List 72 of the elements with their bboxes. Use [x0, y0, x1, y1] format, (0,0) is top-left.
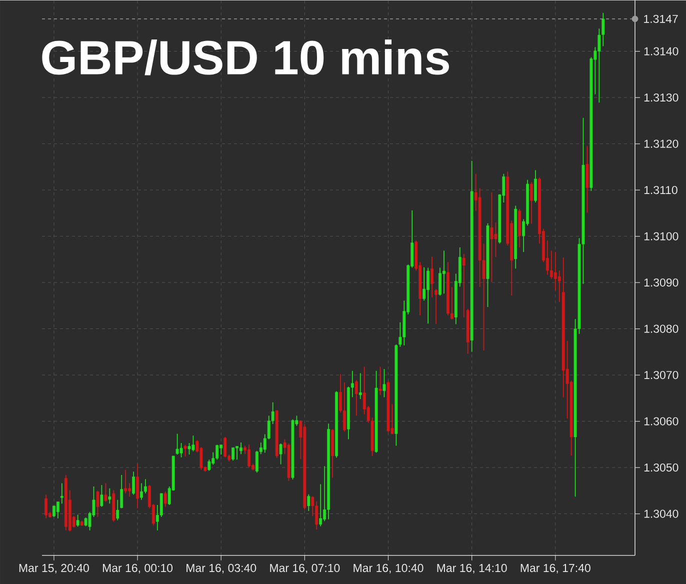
- y-tick-label: 1.3050: [644, 463, 678, 472]
- candlestick: [144, 478, 147, 494]
- candlestick: [232, 446, 234, 461]
- y-tick-label: 1.3040: [644, 510, 678, 518]
- candlestick: [378, 366, 382, 396]
- candlestick: [354, 379, 358, 416]
- candlestick: [279, 442, 282, 465]
- candlestick: [192, 434, 195, 452]
- candlestick: [319, 484, 322, 527]
- candlestick: [358, 372, 362, 400]
- y-tick-label: 1.3130: [644, 93, 678, 102]
- x-tick-label: Mar 15, 20:40: [19, 564, 89, 574]
- candlestick: [554, 251, 557, 291]
- candlestick: [490, 192, 494, 282]
- candlestick: [52, 505, 56, 518]
- candlestick: [96, 490, 100, 518]
- y-tick-label: 1.3110: [644, 186, 678, 194]
- x-tick-label: Mar 16, 10:40: [354, 564, 424, 574]
- candlestick: [550, 250, 553, 280]
- y-tick-label: 1.3120: [644, 140, 678, 148]
- candlestick: [534, 169, 537, 203]
- candlestick: [216, 444, 219, 460]
- candlestick: [382, 368, 386, 398]
- candlestick: [236, 446, 238, 460]
- candlestick: [60, 482, 64, 504]
- candlestick: [184, 444, 187, 457]
- candlestick: [494, 222, 498, 258]
- candlestick: [108, 488, 112, 504]
- candlestick: [120, 474, 124, 508]
- y-tick-label: 1.3090: [644, 278, 678, 286]
- candlestick: [307, 494, 310, 512]
- candlestick: [240, 442, 242, 454]
- y-tick-label: 1.3100: [644, 232, 678, 240]
- candlestick: [442, 250, 446, 294]
- candlestick: [44, 494, 48, 519]
- candlestick: [164, 490, 167, 508]
- ref-line-label: 1.3147: [644, 14, 678, 23]
- candlestick: [224, 436, 227, 458]
- x-tick-label: Mar 16, 03:40: [186, 564, 256, 574]
- candlestick: [140, 482, 143, 500]
- candlestick: [530, 182, 533, 224]
- candlestick: [176, 433, 179, 455]
- candlestick: [220, 444, 223, 455]
- text: GBP/USD 10 mins: [42, 39, 449, 76]
- x-tick-label: Mar 16, 14:10: [437, 564, 507, 574]
- candlestick: [343, 382, 346, 432]
- y-tick-label: 1.3140: [644, 47, 678, 56]
- candlestick: [116, 499, 120, 521]
- candlestick: [422, 266, 426, 301]
- candlestick: [430, 256, 434, 298]
- candlestick: [438, 267, 442, 296]
- candlestick: [247, 444, 250, 468]
- candlestick: [100, 484, 104, 508]
- x-tick-label: Mar 16, 17:40: [520, 564, 590, 574]
- candlestick: [128, 482, 132, 497]
- x-tick-label: Mar 16, 00:10: [102, 564, 173, 574]
- candlestick: [434, 288, 438, 324]
- candlestick: [586, 145, 589, 213]
- candlestick: [56, 501, 60, 519]
- candlestick: [132, 471, 136, 496]
- y-tick-label: 1.3070: [644, 370, 678, 379]
- y-tick-label: 1.3060: [644, 417, 678, 426]
- candlestick: [76, 514, 80, 527]
- candlestick: [188, 442, 191, 455]
- candlestick: [124, 469, 128, 494]
- candlestick: [136, 462, 139, 508]
- candlestick: [315, 500, 318, 530]
- y-tick-label: 1.3080: [644, 324, 678, 333]
- candlestick: [255, 450, 258, 473]
- candlestick: [426, 267, 430, 324]
- x-tick-label: Mar 16, 07:10: [270, 564, 340, 574]
- candlestick: [104, 482, 108, 502]
